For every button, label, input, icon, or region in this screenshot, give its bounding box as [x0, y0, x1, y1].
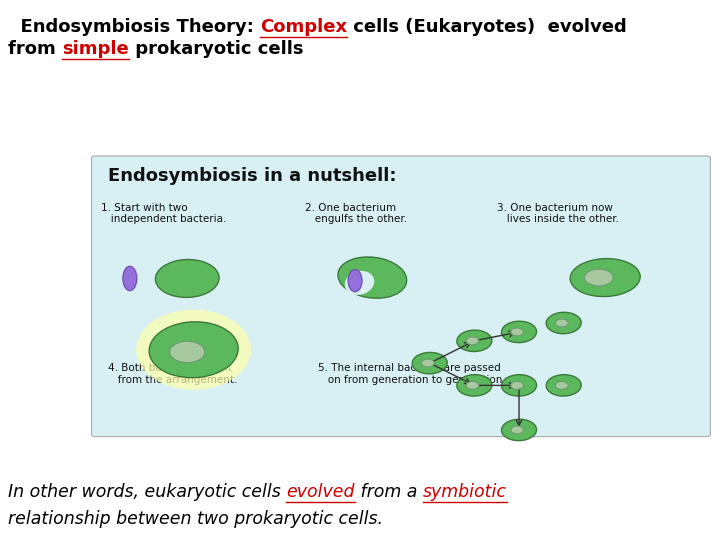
FancyBboxPatch shape	[91, 156, 711, 437]
Ellipse shape	[348, 269, 362, 292]
Text: prokaryotic cells: prokaryotic cells	[129, 40, 303, 58]
Ellipse shape	[510, 328, 523, 336]
Text: 5. The internal bacteria are passed
   on from generation to generation.: 5. The internal bacteria are passed on f…	[318, 363, 506, 384]
Text: 2. One bacterium
   engulfs the other.: 2. One bacterium engulfs the other.	[305, 202, 408, 224]
Ellipse shape	[170, 341, 204, 363]
Ellipse shape	[546, 312, 581, 334]
Ellipse shape	[466, 337, 479, 345]
Ellipse shape	[123, 266, 137, 291]
Ellipse shape	[555, 381, 568, 389]
Text: from a: from a	[355, 483, 423, 501]
Text: Endosymbiosis in a nutshell:: Endosymbiosis in a nutshell:	[107, 167, 396, 185]
Ellipse shape	[546, 375, 581, 396]
Text: 1. Start with two
   independent bacteria.: 1. Start with two independent bacteria.	[101, 202, 227, 224]
Ellipse shape	[510, 381, 523, 389]
Text: Complex: Complex	[260, 18, 347, 36]
Ellipse shape	[510, 426, 523, 434]
Text: simple: simple	[62, 40, 129, 58]
Text: 3. One bacterium now
   lives inside the other.: 3. One bacterium now lives inside the ot…	[497, 202, 618, 224]
Text: In other words, eukaryotic cells: In other words, eukaryotic cells	[8, 483, 287, 501]
Ellipse shape	[149, 322, 238, 377]
Ellipse shape	[585, 269, 613, 286]
Text: from: from	[8, 40, 62, 58]
Ellipse shape	[502, 321, 536, 342]
Ellipse shape	[502, 419, 536, 441]
Ellipse shape	[136, 309, 251, 390]
Text: cells (Eukaryotes)  evolved: cells (Eukaryotes) evolved	[347, 18, 627, 36]
Ellipse shape	[421, 359, 434, 367]
Ellipse shape	[345, 271, 374, 295]
Ellipse shape	[466, 381, 479, 389]
Ellipse shape	[457, 375, 492, 396]
Ellipse shape	[502, 375, 536, 396]
Ellipse shape	[412, 353, 447, 374]
Text: 4. Both bacteria benefit
   from the arrangement.: 4. Both bacteria benefit from the arrang…	[107, 363, 237, 384]
Text: relationship between two prokaryotic cells.: relationship between two prokaryotic cel…	[8, 510, 383, 528]
Text: symbiotic: symbiotic	[423, 483, 506, 501]
Text: evolved: evolved	[287, 483, 355, 501]
Text: Endosymbiosis Theory:: Endosymbiosis Theory:	[8, 18, 260, 36]
Ellipse shape	[570, 259, 640, 296]
Ellipse shape	[555, 319, 568, 327]
Ellipse shape	[156, 260, 219, 298]
Ellipse shape	[457, 330, 492, 352]
Ellipse shape	[338, 257, 407, 298]
